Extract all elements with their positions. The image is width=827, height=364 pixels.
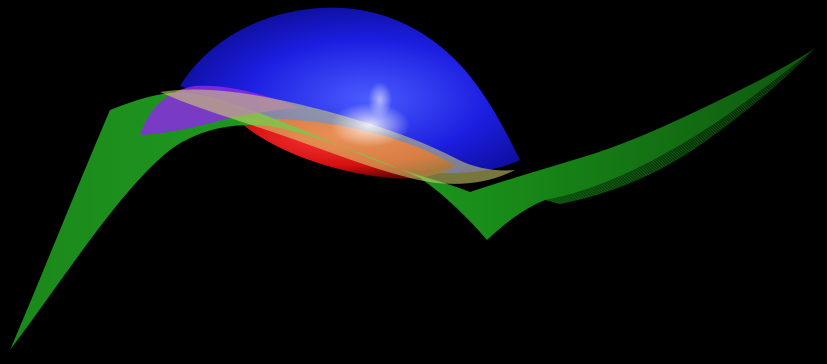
specular-highlight-small — [368, 82, 392, 118]
green-ribbon-surface — [10, 48, 815, 350]
blue-dome-surface — [180, 7, 520, 174]
specular-highlight — [330, 103, 410, 147]
